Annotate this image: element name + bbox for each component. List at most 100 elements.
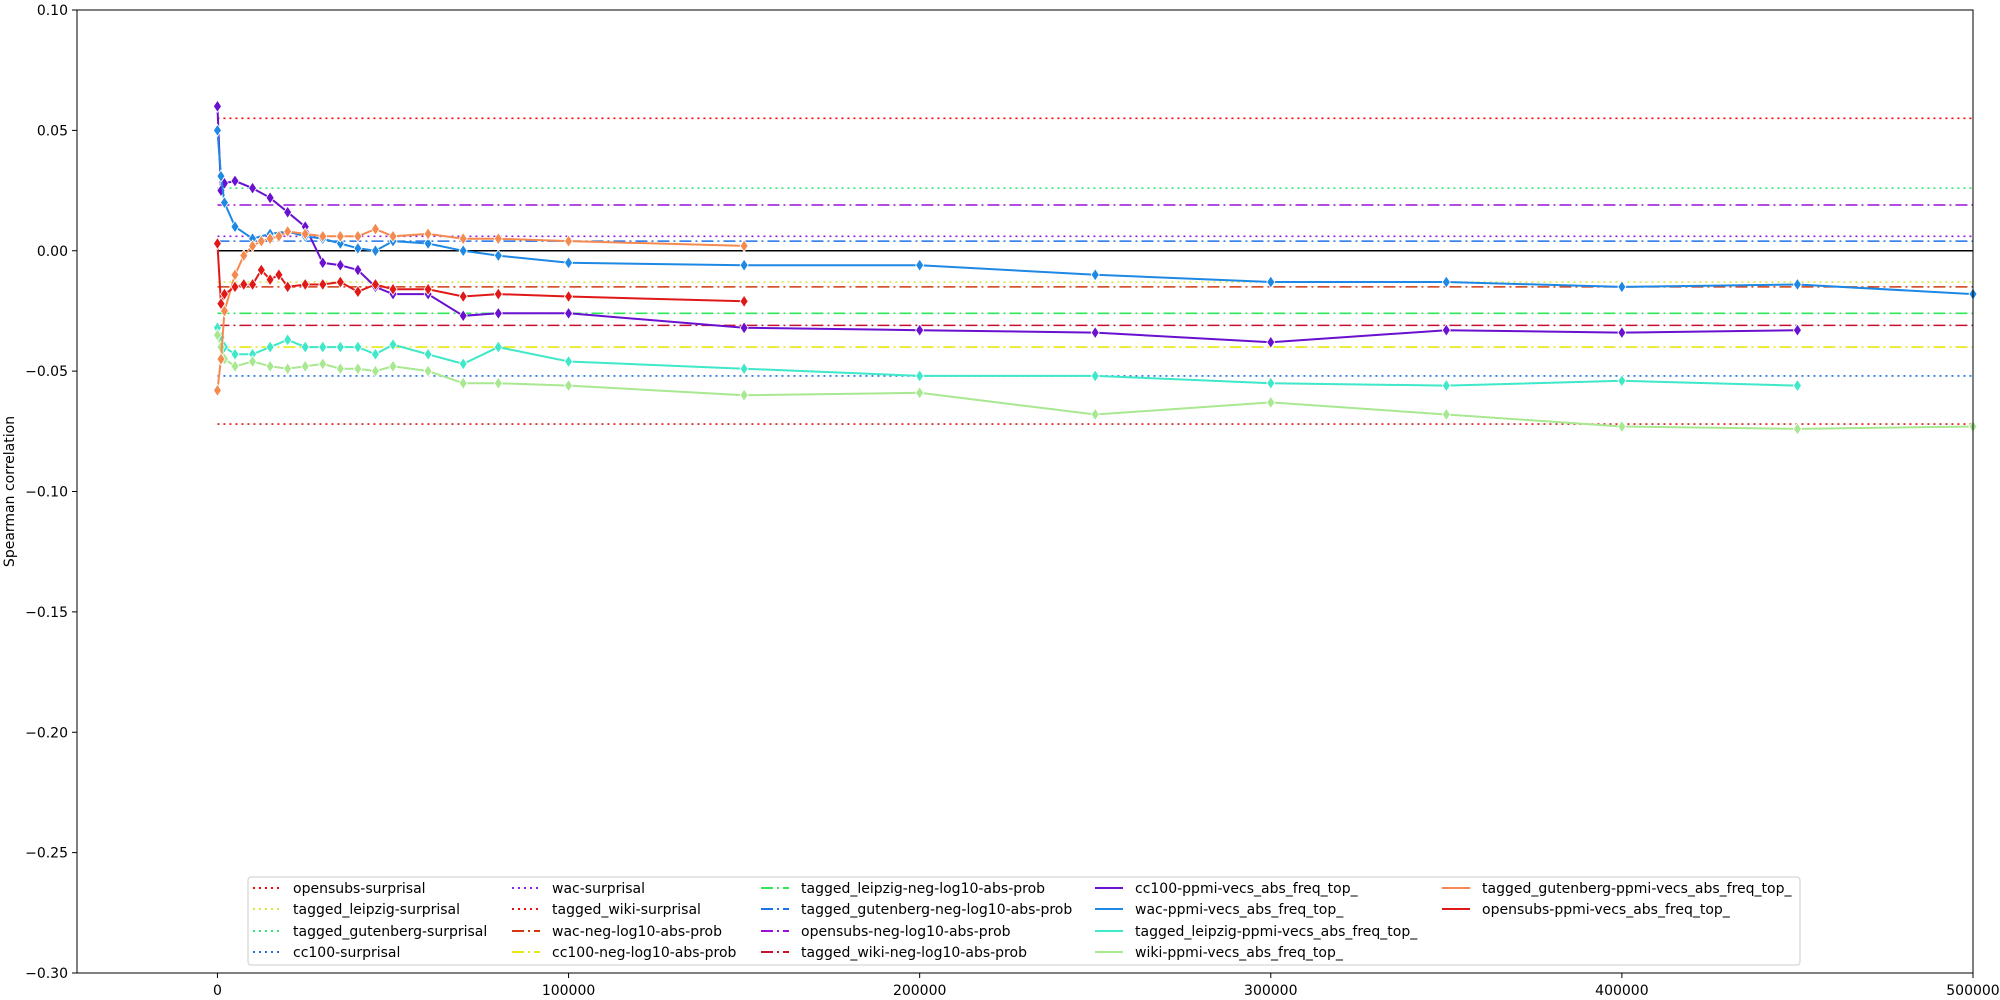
legend-label: tagged_leipzig-neg-log10-abs-prob: [801, 881, 1045, 897]
legend-label: opensubs-neg-log10-abs-prob: [801, 924, 1011, 940]
data-point: [265, 272, 275, 287]
legend-item-tagged_leipzig-surprisal: tagged_leipzig-surprisal: [253, 902, 460, 918]
y-tick-label: −0.30: [25, 966, 68, 982]
legend-item-tagged_leipzig-ppmi-vecs_abs_freq_top_: tagged_leipzig-ppmi-vecs_abs_freq_top_: [1095, 924, 1418, 940]
data-point: [493, 287, 503, 301]
legend-item-wac-neg-log10-abs-prob: wac-neg-log10-abs-prob: [512, 924, 722, 940]
data-point: [283, 361, 293, 376]
data-point: [230, 347, 240, 361]
legend-item-tagged_gutenberg-neg-log10-abs-prob: tagged_gutenberg-neg-log10-abs-prob: [761, 902, 1072, 918]
data-point: [739, 361, 749, 376]
data-point: [493, 340, 503, 354]
data-point: [370, 222, 380, 236]
x-tick-label: 0: [213, 983, 222, 999]
series-tagged_leipzig-ppmi-vecs_abs_freq_top_: [212, 321, 1802, 393]
data-point: [239, 248, 249, 263]
axes: 0.10 0.05 0.00 −0.05 −0.10 −0.15 −0.20 −0.25 −0.…: [25, 3, 2000, 999]
data-point: [458, 244, 468, 258]
data-point: [1792, 422, 1802, 436]
data-point: [423, 227, 433, 241]
data-point: [564, 256, 574, 270]
data-point: [248, 277, 258, 292]
data-point: [388, 337, 398, 352]
data-point: [739, 388, 749, 402]
data-point: [1792, 378, 1802, 393]
legend-label: opensubs-surprisal: [293, 881, 426, 897]
data-point: [230, 359, 240, 374]
data-point: [300, 277, 310, 292]
data-point: [300, 227, 310, 241]
series-lines: [212, 99, 1978, 436]
y-tick-label: −0.20: [25, 725, 68, 741]
data-point: [1441, 275, 1451, 289]
data-point: [248, 181, 258, 195]
data-point: [1792, 323, 1802, 337]
legend: opensubs-surprisal tagged_leipzig-surpris…: [247, 876, 1801, 966]
series-tagged_gutenberg-ppmi-vecs_abs_freq_top_: [212, 222, 749, 398]
legend-label: tagged_leipzig-surprisal: [293, 902, 460, 918]
data-point: [335, 236, 345, 251]
data-point: [318, 277, 328, 292]
data-point: [1441, 323, 1451, 337]
data-point: [353, 229, 363, 244]
data-point: [1090, 369, 1100, 383]
data-point: [458, 376, 468, 390]
data-point: [1266, 275, 1276, 289]
data-point: [300, 340, 310, 354]
y-tick-label: −0.15: [25, 605, 68, 621]
data-point: [423, 364, 433, 378]
data-point: [564, 306, 574, 321]
legend-label: opensubs-ppmi-vecs_abs_freq_top_: [1482, 902, 1731, 918]
data-point: [212, 123, 222, 138]
x-tick-label: 300000: [1244, 983, 1297, 999]
data-point: [493, 376, 503, 390]
data-point: [216, 169, 226, 183]
data-point: [216, 296, 226, 311]
data-point: [283, 205, 293, 219]
data-point: [274, 268, 284, 282]
data-point: [335, 361, 345, 376]
legend-item-tagged_wiki-neg-log10-abs-prob: tagged_wiki-neg-log10-abs-prob: [761, 945, 1027, 961]
x-tick-label: 500000: [1946, 983, 1999, 999]
data-point: [423, 236, 433, 251]
x-tick-label: 100000: [542, 983, 595, 999]
data-point: [1617, 325, 1627, 340]
y-axis-label: Spearman correlation: [2, 416, 18, 567]
data-point: [335, 258, 345, 272]
legend-item-cc100-surprisal: cc100-surprisal: [253, 945, 400, 961]
data-point: [739, 239, 749, 253]
legend-item-cc100-ppmi-vecs_abs_freq_top_: cc100-ppmi-vecs_abs_freq_top_: [1095, 881, 1359, 897]
plot-frame: [76, 9, 1974, 974]
data-point: [370, 347, 380, 361]
series-line-cc100-ppmi-vecs_abs_freq_top_: [216, 106, 1798, 344]
data-point: [219, 287, 229, 301]
data-point: [370, 244, 380, 258]
data-point: [265, 359, 275, 374]
series-wac-ppmi-vecs_abs_freq_top_: [212, 123, 1978, 301]
data-point: [564, 289, 574, 304]
data-point: [230, 219, 240, 234]
data-point: [458, 309, 468, 323]
data-point: [283, 280, 293, 294]
data-point: [216, 352, 226, 366]
legend-item-opensubs-neg-log10-abs-prob: opensubs-neg-log10-abs-prob: [761, 924, 1011, 940]
data-point: [212, 99, 222, 114]
data-point: [1090, 325, 1100, 340]
data-point: [353, 241, 363, 256]
data-point: [1792, 277, 1802, 292]
data-point: [265, 231, 275, 246]
data-point: [1617, 374, 1627, 388]
data-point: [1266, 395, 1276, 410]
data-point: [423, 347, 433, 361]
data-point: [353, 361, 363, 376]
data-point: [1090, 407, 1100, 422]
data-point: [1266, 335, 1276, 349]
data-point: [335, 275, 345, 289]
legend-label: tagged_gutenberg-ppmi-vecs_abs_freq_top_: [1482, 881, 1792, 897]
legend-label: tagged_gutenberg-surprisal: [293, 924, 487, 940]
data-point: [353, 340, 363, 354]
series-opensubs-ppmi-vecs_abs_freq_top_: [212, 236, 749, 311]
data-point: [265, 191, 275, 205]
